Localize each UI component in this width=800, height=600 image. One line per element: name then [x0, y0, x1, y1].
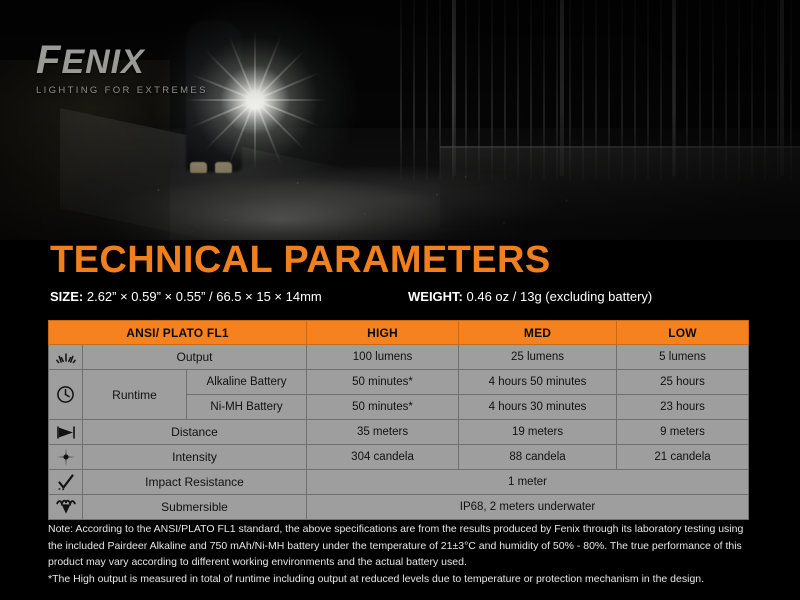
distance-low: 9 meters	[616, 419, 750, 445]
runtime-alkaline-low: 25 hours	[616, 369, 750, 395]
intensity-med: 88 candela	[458, 444, 618, 470]
size-label: SIZE:	[50, 289, 84, 304]
intensity-starburst-icon	[48, 444, 83, 470]
table-row: Distance 35 meters 19 meters 9 meters	[48, 419, 750, 445]
submersible-value: IP68, 2 meters underwater	[306, 494, 750, 520]
logo-wordmark: FENIX	[36, 40, 208, 80]
col-header-low: LOW	[616, 320, 750, 345]
table-row: Impact Resistance 1 meter	[48, 469, 750, 495]
runtime-nimh-low: 23 hours	[616, 394, 750, 420]
table-row: Intensity 304 candela 88 candela 21 cand…	[48, 444, 750, 470]
intensity-low: 21 candela	[616, 444, 750, 470]
beam-distance-icon	[48, 419, 83, 445]
weight-value: 0.46 oz / 13g (excluding battery)	[466, 289, 653, 304]
row-label-runtime: Runtime	[82, 369, 187, 420]
fenix-logo: FENIX LIGHTING FOR EXTREMES	[36, 40, 208, 96]
col-header-med: MED	[458, 320, 618, 345]
distance-med: 19 meters	[458, 419, 618, 445]
page-title: TECHNICAL PARAMETERS	[50, 239, 551, 281]
row-label-distance: Distance	[81, 419, 308, 445]
weight-spec-line: WEIGHT: 0.46 oz / 13g (excluding battery…	[408, 289, 652, 304]
col-header-ansi: ANSI/ PLATO FL1	[47, 320, 308, 345]
table-row: Ni-MH Battery 50 minutes* 4 hours 30 min…	[49, 394, 750, 420]
runtime-alkaline-high: 50 minutes*	[306, 369, 460, 395]
intensity-high: 304 candela	[306, 444, 460, 470]
row-label-submersible: Submersible	[81, 494, 308, 520]
distance-high: 35 meters	[306, 419, 460, 445]
table-row: Runtime Alkaline Battery 50 minutes* 4 h…	[48, 369, 750, 420]
size-value: 2.62” × 0.59” × 0.55” / 66.5 × 15 × 14mm	[86, 289, 322, 304]
weight-label: WEIGHT:	[408, 289, 463, 304]
row-label-output: Output	[81, 344, 308, 370]
footnote-line-1: Note: According to the ANSI/PLATO FL1 st…	[48, 523, 744, 569]
output-high: 100 lumens	[306, 344, 460, 370]
impact-check-icon	[48, 469, 83, 495]
table-header-row: ANSI/ PLATO FL1 HIGH MED LOW	[47, 320, 750, 345]
footnote-block: Note: According to the ANSI/PLATO FL1 st…	[48, 521, 754, 587]
col-header-high: HIGH	[306, 320, 460, 345]
impact-resistance-value: 1 meter	[306, 469, 750, 495]
row-label-intensity: Intensity	[81, 444, 308, 470]
runtime-nimh-med: 4 hours 30 minutes	[458, 394, 618, 420]
light-burst-icon	[48, 344, 83, 370]
row-sublabel-alkaline: Alkaline Battery	[185, 369, 308, 395]
runtime-nimh-high: 50 minutes*	[306, 394, 460, 420]
submersible-drop-icon	[48, 494, 83, 520]
table-row: Output 100 lumens 25 lumens 5 lumens	[48, 344, 750, 370]
technical-parameters-table: ANSI/ PLATO FL1 HIGH MED LOW	[47, 320, 750, 520]
logo-initial: F	[36, 38, 62, 82]
row-sublabel-nimh: Ni-MH Battery	[185, 394, 308, 420]
clock-icon	[48, 369, 83, 420]
technical-parameters-table-wrap: ANSI/ PLATO FL1 HIGH MED LOW	[47, 320, 750, 520]
footnote-line-2: *The High output is measured in total of…	[48, 572, 705, 585]
logo-tagline: LIGHTING FOR EXTREMES	[36, 85, 208, 96]
row-label-impact-resistance: Impact Resistance	[81, 469, 308, 495]
size-spec-line: SIZE: 2.62” × 0.59” × 0.55” / 66.5 × 15 …	[50, 289, 322, 304]
output-low: 5 lumens	[616, 344, 750, 370]
runtime-alkaline-med: 4 hours 50 minutes	[458, 369, 618, 395]
logo-rest: ENIX	[61, 43, 145, 81]
photo-vignette	[0, 0, 800, 240]
hero-night-photo	[0, 0, 800, 240]
table-row: Submersible IP68, 2 meters underwater	[48, 494, 750, 520]
output-med: 25 lumens	[458, 344, 618, 370]
